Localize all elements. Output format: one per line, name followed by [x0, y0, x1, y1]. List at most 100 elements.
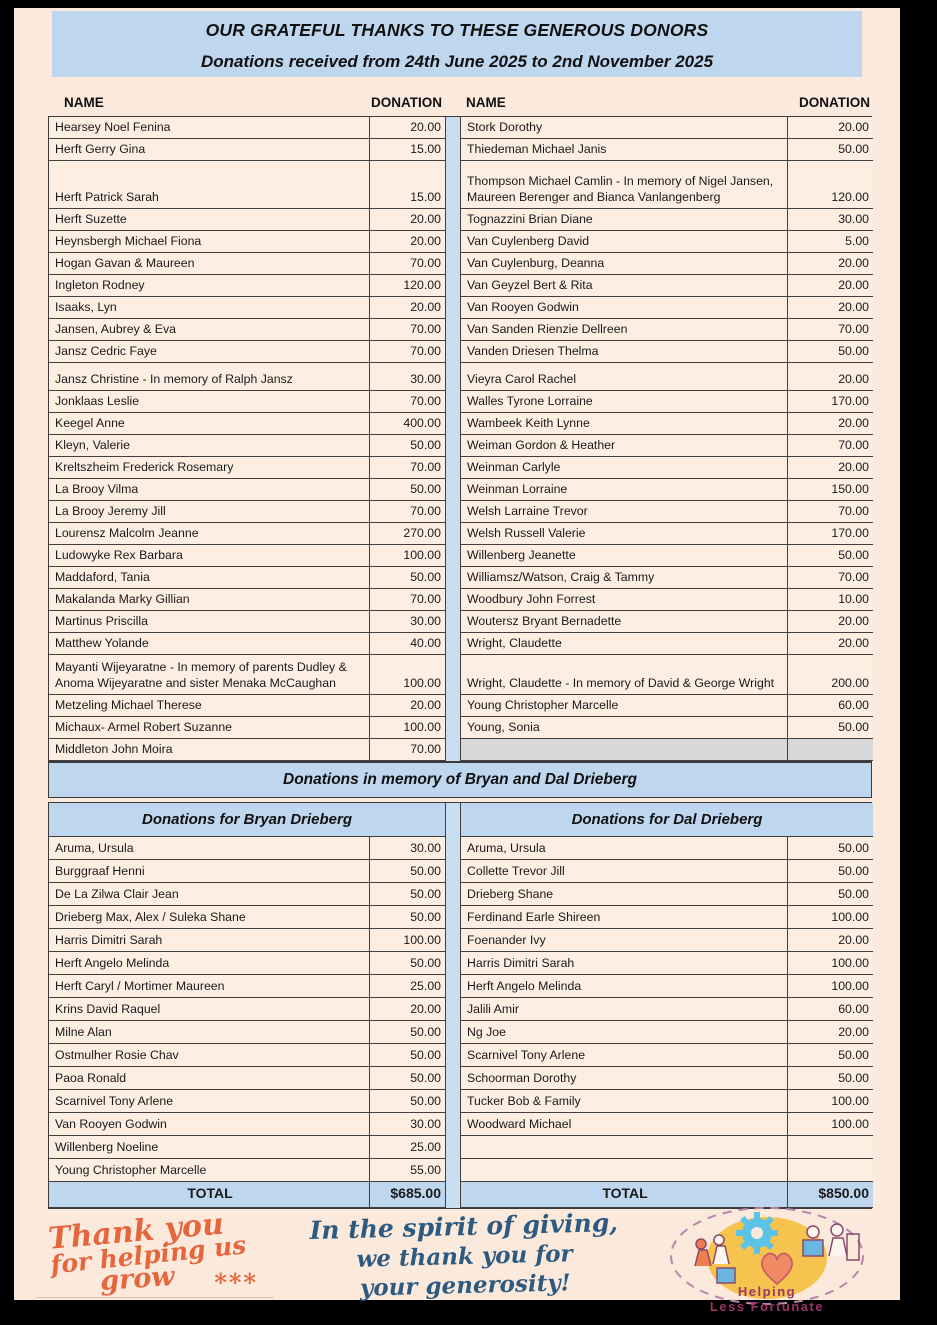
donation-amount-cell: 50.00 [369, 906, 445, 929]
donation-amount-cell: 50.00 [369, 567, 445, 589]
donation-amount-cell: 25.00 [369, 975, 445, 998]
donor-name-cell: Vanden Driesen Thelma [461, 341, 787, 363]
donor-name-cell: Welsh Russell Valerie [461, 523, 787, 545]
donor-name-cell: Williamsz/Watson, Craig & Tammy [461, 567, 787, 589]
donor-name-cell: Harris Dimitri Sarah [49, 929, 369, 952]
donation-amount-cell: 20.00 [787, 117, 873, 139]
donation-amount-cell [787, 1136, 873, 1159]
donation-amount-cell: 150.00 [787, 479, 873, 501]
donation-amount-cell: 70.00 [369, 739, 445, 761]
donor-name-cell: Jalili Amir [461, 998, 787, 1021]
donor-name-cell: Ingleton Rodney [49, 275, 369, 297]
donation-amount-cell: 20.00 [787, 275, 873, 297]
donation-amount-cell: 60.00 [787, 695, 873, 717]
donation-amount-cell: 100.00 [787, 1090, 873, 1113]
donor-name-cell: Makalanda Marky Gillian [49, 589, 369, 611]
donation-amount-cell: 15.00 [369, 161, 445, 209]
donor-name-cell: Jansz Christine - In memory of Ralph Jan… [49, 363, 369, 391]
donor-name-cell: Van Cuylenburg, Deanna [461, 253, 787, 275]
donation-amount-cell: 30.00 [369, 837, 445, 860]
memory-section-banner: Donations in memory of Bryan and Dal Dri… [48, 762, 872, 798]
donation-amount-cell: 30.00 [369, 1113, 445, 1136]
donor-name-cell: Keegel Anne [49, 413, 369, 435]
donation-amount-cell: 50.00 [369, 1044, 445, 1067]
donation-amount-cell: 20.00 [787, 297, 873, 319]
donor-name-cell: Michaux- Armel Robert Suzanne [49, 717, 369, 739]
donation-amount-cell: 50.00 [787, 1067, 873, 1090]
bryan-total-amount: $685.00 [369, 1182, 445, 1208]
donation-amount-cell [787, 1159, 873, 1182]
donor-name-cell: Ostmulher Rosie Chav [49, 1044, 369, 1067]
donor-name-cell: Foenander Ivy [461, 929, 787, 952]
donation-amount-cell: 50.00 [369, 883, 445, 906]
donation-amount-cell: 100.00 [787, 975, 873, 998]
helping-less-fortunate-badge: Helping Less Fortunate [655, 1207, 880, 1314]
donation-amount-cell: 100.00 [369, 717, 445, 739]
donor-name-cell: Herft Suzette [49, 209, 369, 231]
donor-name-cell: Matthew Yolande [49, 633, 369, 655]
donation-amount-cell: 50.00 [369, 435, 445, 457]
col-header-donation-right: DONATION [799, 94, 870, 110]
donor-name-cell: Maddaford, Tania [49, 567, 369, 589]
donors-table: Hearsey Noel Fenina 20.00 Herft Gerry Gina… [48, 116, 873, 762]
dal-drieberg-table-title: Donations for Dal Drieberg [461, 803, 873, 837]
donor-name-cell: Herft Patrick Sarah [49, 161, 369, 209]
donation-amount-cell: 170.00 [787, 523, 873, 545]
donation-amount-cell: 50.00 [369, 860, 445, 883]
donor-name-cell: Herft Angelo Melinda [461, 975, 787, 998]
donor-name-cell: Tognazzini Brian Diane [461, 209, 787, 231]
donation-amount-cell: 20.00 [787, 1021, 873, 1044]
donor-name-cell: Burggraaf Henni [49, 860, 369, 883]
dal-total-amount: $850.00 [787, 1182, 873, 1208]
donation-amount-cell: 40.00 [369, 633, 445, 655]
donation-amount-cell: 50.00 [787, 341, 873, 363]
donor-name-cell: Young, Sonia [461, 717, 787, 739]
donor-name-cell: Heynsbergh Michael Fiona [49, 231, 369, 253]
donor-name-cell: Kreltszheim Frederick Rosemary [49, 457, 369, 479]
donor-name-cell: Ferdinand Earle Shireen [461, 906, 787, 929]
donor-name-cell: Van Sanden Rienzie Dellreen [461, 319, 787, 341]
donation-amount-cell: 170.00 [787, 391, 873, 413]
donation-amount-cell: 70.00 [369, 391, 445, 413]
donor-name-cell: Woodward Michael [461, 1113, 787, 1136]
donor-name-cell: Van Cuylenberg David [461, 231, 787, 253]
donor-name-cell: Schoorman Dorothy [461, 1067, 787, 1090]
donation-amount-cell: 20.00 [787, 633, 873, 655]
donation-amount-cell: 50.00 [369, 1067, 445, 1090]
donation-amount-cell: 70.00 [787, 501, 873, 523]
donor-name-cell: Young Christopher Marcelle [49, 1159, 369, 1182]
donor-name-cell: Stork Dorothy [461, 117, 787, 139]
donor-name-cell: Aruma, Ursula [49, 837, 369, 860]
donor-name-cell: Weiman Gordon & Heather [461, 435, 787, 457]
donor-name-cell: Wambeek Keith Lynne [461, 413, 787, 435]
donor-name-cell: Van Rooyen Godwin [461, 297, 787, 319]
donation-amount-cell: 10.00 [787, 589, 873, 611]
donor-name-cell: Milne Alan [49, 1021, 369, 1044]
page-subtitle: Donations received from 24th June 2025 t… [200, 52, 714, 71]
donor-name-cell [461, 1136, 787, 1159]
donor-name-cell: Middleton John Moira [49, 739, 369, 761]
donor-name-cell: Krins David Raquel [49, 998, 369, 1021]
donor-name-cell: Herft Angelo Melinda [49, 952, 369, 975]
helping-less-fortunate-illustration: Helping Less Fortunate [670, 1207, 864, 1314]
donor-name-cell: Collette Trevor Jill [461, 860, 787, 883]
donation-amount-cell: 55.00 [369, 1159, 445, 1182]
donor-name-cell: Drieberg Max, Alex / Suleka Shane [49, 906, 369, 929]
donation-amount-cell: 70.00 [369, 457, 445, 479]
donation-amount-cell: 50.00 [787, 139, 873, 161]
donation-amount-cell: 70.00 [369, 253, 445, 275]
donor-name-cell: Willenberg Jeanette [461, 545, 787, 567]
donor-name-cell: Aruma, Ursula [461, 837, 787, 860]
donor-name-cell: Drieberg Shane [461, 883, 787, 906]
column-headers: NAME DONATION NAME DONATION [48, 90, 872, 114]
donation-amount-cell: 20.00 [787, 611, 873, 633]
donation-amount-cell: 20.00 [787, 413, 873, 435]
heart-icon [761, 1252, 793, 1285]
donor-name-cell: Metzeling Michael Therese [49, 695, 369, 717]
donor-name-cell: Martinus Priscilla [49, 611, 369, 633]
donation-amount-cell: 50.00 [787, 837, 873, 860]
donation-amount-cell: 100.00 [369, 929, 445, 952]
donation-amount-cell: 70.00 [787, 435, 873, 457]
donor-name-cell: Wright, Claudette - In memory of David &… [461, 655, 787, 695]
donation-amount-cell: 70.00 [369, 589, 445, 611]
